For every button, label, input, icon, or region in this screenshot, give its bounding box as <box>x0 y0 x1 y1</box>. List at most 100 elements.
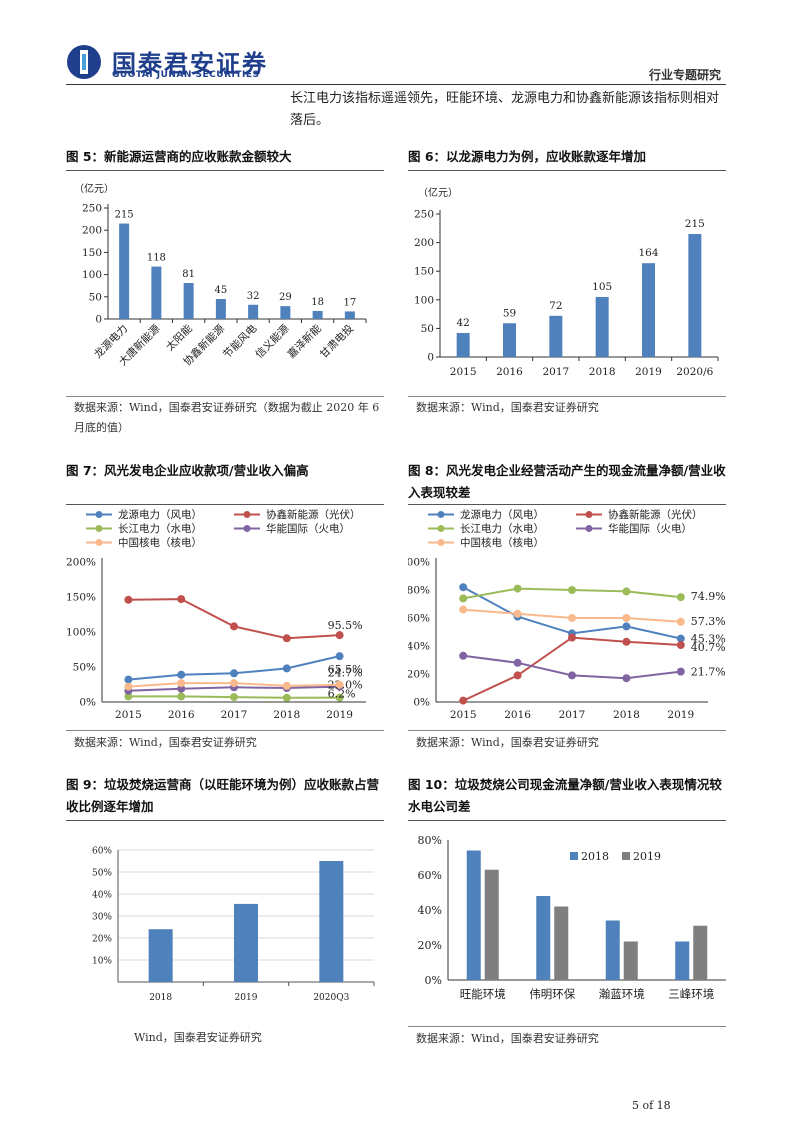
figure-9-top-rule <box>66 820 384 821</box>
data-point <box>513 584 522 593</box>
bar <box>234 903 258 982</box>
x-tick-label: 2020/6 <box>676 366 713 378</box>
legend-marker <box>585 525 593 532</box>
legend-label: 协鑫新能源（光伏） <box>608 508 703 521</box>
x-tick-label: 2020Q3 <box>313 993 349 1003</box>
bar <box>675 941 690 980</box>
x-tick-label: 2018 <box>273 709 300 721</box>
figure-10-source: 数据来源：Wind，国泰君安证券研究 <box>416 1032 599 1045</box>
y-tick-label: 60% <box>408 613 430 625</box>
figure-5-source: 数据来源：Wind，国泰君安证券研究（数据为截止 2020 年 6 月底的值） <box>74 401 380 434</box>
data-point <box>335 680 344 689</box>
data-point <box>676 617 685 626</box>
data-point <box>230 679 238 688</box>
y-tick-label: 0 <box>95 314 102 326</box>
data-label: 65.5% <box>328 663 363 676</box>
y-tick-label: 60% <box>418 869 442 882</box>
data-label: 105 <box>592 281 612 293</box>
data-label: 59 <box>503 307 516 319</box>
x-tick-label: 2019 <box>326 709 353 721</box>
x-tick-label: 2016 <box>496 366 523 378</box>
y-tick-label: 20% <box>408 669 430 681</box>
y-tick-label: 100 <box>414 294 434 306</box>
bar <box>503 323 516 357</box>
y-tick-label: 200 <box>414 237 434 249</box>
data-label: 24.7% <box>328 667 363 680</box>
data-point <box>622 637 631 646</box>
data-point <box>124 682 133 691</box>
y-tick-label: 40% <box>418 904 442 917</box>
bar <box>183 283 194 319</box>
y-tick-label: 20% <box>92 935 112 945</box>
bar <box>344 311 355 319</box>
data-point <box>459 583 468 592</box>
data-point <box>230 622 238 631</box>
data-label: 74.9% <box>691 590 726 603</box>
bar <box>215 299 226 319</box>
figure-8-top-rule <box>408 504 726 505</box>
y-tick-label: 40% <box>408 641 430 653</box>
legend-marker <box>437 525 445 532</box>
x-tick-label: 旺能环境 <box>460 987 506 1001</box>
y-tick-label: 250 <box>82 203 102 215</box>
x-tick-label: 2015 <box>115 709 142 721</box>
data-point <box>459 594 468 603</box>
y-tick-label: 50% <box>73 662 96 674</box>
bar <box>312 311 323 319</box>
data-point <box>230 693 238 702</box>
y-tick-label: 100% <box>66 627 96 639</box>
figure-9-source: Wind，国泰君安证券研究 <box>134 1031 262 1044</box>
data-label: 81 <box>182 269 195 280</box>
legend-marker <box>95 511 103 518</box>
figure-8-chart: 龙源电力（风电） 协鑫新能源（光伏） 长江电力（水电） 华能国际（火电） 中国核电（核电… <box>408 508 726 721</box>
figure-8-title: 图 8：风光发电企业经营活动产生的现金流量净额/营业收入表现较差 <box>408 463 726 500</box>
company-logo-icon <box>67 45 101 79</box>
data-point <box>676 593 685 602</box>
data-point <box>124 595 133 604</box>
x-tick-label: 2017 <box>559 709 586 721</box>
figure-6-title: 图 6：以龙源电力为例，应收账款逐年增加 <box>408 149 647 164</box>
legend-marker <box>585 511 593 518</box>
figure-6-bottom-rule <box>408 396 726 397</box>
bar <box>456 332 470 357</box>
x-tick-label: 2018 <box>589 366 616 378</box>
data-point <box>676 667 685 676</box>
figure-5-chart: （亿元）050100150200250215龙源电力118大唐新能源81太阳能4… <box>74 182 367 368</box>
data-point <box>568 633 576 642</box>
legend-label: 华能国际（火电） <box>266 522 350 535</box>
figure-10-title: 图 10：垃圾焚烧公司现金流量净额/营业收入表现情况较水电公司差 <box>408 777 722 814</box>
data-point <box>568 671 576 680</box>
report-type-label: 行业专题研究 <box>648 68 721 82</box>
legend-label: 中国核电（核电） <box>118 536 202 549</box>
data-point <box>513 671 522 680</box>
unit-label: （亿元） <box>74 182 114 195</box>
data-point <box>622 587 631 596</box>
legend-swatch <box>570 852 578 860</box>
data-label: 95.5% <box>328 619 363 632</box>
y-tick-label: 50 <box>421 323 434 335</box>
bar <box>536 896 551 980</box>
y-tick-label: 200 <box>82 225 102 237</box>
x-tick-label: 2017 <box>221 709 248 721</box>
data-label: 45.3% <box>691 633 726 646</box>
data-label: 118 <box>147 253 166 264</box>
data-label: 18 <box>311 297 324 308</box>
y-tick-label: 0% <box>425 974 442 987</box>
data-point <box>282 681 291 690</box>
data-label: 72 <box>549 300 562 312</box>
data-point <box>335 693 344 702</box>
x-tick-label: 2018 <box>613 709 640 721</box>
data-label: 32 <box>247 291 260 302</box>
bar <box>119 223 130 319</box>
legend-label: 中国核电（核电） <box>460 536 544 549</box>
x-tick-label: 2019 <box>635 366 662 378</box>
figure-6-source: 数据来源：Wind，国泰君安证券研究 <box>416 401 599 414</box>
x-tick-label: 嘉泽新能 <box>285 322 324 361</box>
x-tick-label: 瀚蓝环境 <box>599 987 645 1001</box>
figure-9-title: 图 9：垃圾焚烧运营商（以旺能环境为例）应收账款占营收比例逐年增加 <box>66 777 380 814</box>
bar <box>693 925 708 980</box>
y-tick-label: 20% <box>418 939 442 952</box>
bar <box>688 234 702 357</box>
legend-label: 协鑫新能源（光伏） <box>266 508 361 521</box>
series-line <box>462 636 681 702</box>
